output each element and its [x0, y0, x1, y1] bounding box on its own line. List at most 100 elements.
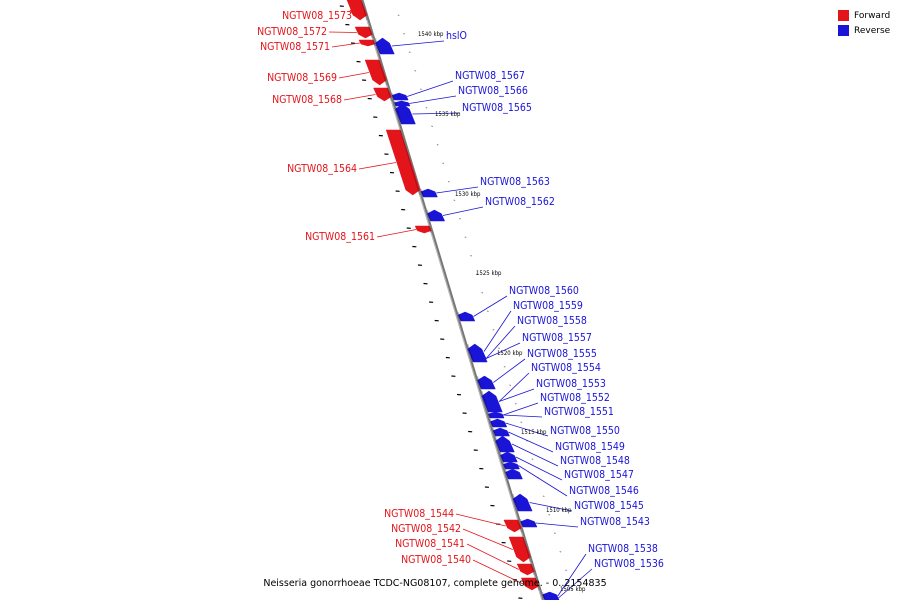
reverse-gene-label[interactable]: NGTW08_1550 — [550, 425, 620, 437]
gene-shading — [499, 451, 504, 463]
gene-shading — [492, 427, 497, 437]
forward-gene-feature[interactable] — [414, 225, 432, 234]
reverse-gene-label[interactable]: NGTW08_1559 — [513, 300, 583, 312]
reverse-gene-feature[interactable] — [470, 354, 488, 363]
reverse-gene-label[interactable]: NGTW08_1548 — [560, 455, 630, 467]
tick-mark — [470, 255, 473, 257]
gene-shading — [428, 225, 432, 234]
forward-gene-label[interactable]: NGTW08_1561 — [305, 231, 375, 243]
reverse-gene-label[interactable]: NGTW08_1555 — [527, 348, 597, 360]
reverse-gene-feature[interactable] — [487, 411, 505, 419]
forward-gene-label[interactable]: NGTW08_1544 — [384, 508, 454, 520]
reverse-gene-label[interactable]: NGTW08_1553 — [536, 378, 606, 390]
leader-line — [406, 80, 454, 97]
gene-shading — [543, 595, 546, 600]
tick-mark — [403, 33, 406, 35]
scale-label: 1525 kbp — [476, 270, 502, 277]
tick-mark — [425, 107, 428, 109]
reverse-gene-feature[interactable] — [520, 518, 538, 528]
reverse-gene-feature[interactable] — [503, 461, 520, 470]
reverse-gene-feature[interactable] — [543, 595, 560, 600]
reverse-gene-feature[interactable] — [505, 468, 523, 480]
reverse-gene-label[interactable]: NGTW08_1560 — [509, 285, 579, 297]
reverse-gene-label[interactable]: NGTW08_1558 — [517, 315, 587, 327]
reverse-gene-feature[interactable] — [375, 37, 395, 55]
reverse-gene-label[interactable]: NGTW08_1536 — [594, 558, 664, 570]
gene-shading — [502, 461, 506, 470]
forward-gene-label[interactable]: NGTW08_1573 — [282, 10, 352, 22]
leader-line — [503, 414, 543, 418]
scale-label: 1510 kbp — [546, 507, 572, 514]
leader-line — [557, 553, 587, 597]
reverse-gene-label[interactable]: NGTW08_1565 — [462, 102, 532, 114]
reverse-gene-label[interactable]: NGTW08_1562 — [485, 196, 555, 208]
forward-gene-label[interactable]: NGTW08_1541 — [395, 538, 465, 550]
reverse-gene-label[interactable]: NGTW08_1551 — [544, 406, 614, 418]
tick-mark — [542, 495, 545, 497]
reverse-gene-label[interactable]: NGTW08_1549 — [555, 441, 625, 453]
gene-shading — [476, 375, 482, 390]
tick-mark — [553, 532, 556, 534]
gene-shading — [393, 100, 397, 107]
reverse-gene-label[interactable]: NGTW08_1563 — [480, 176, 550, 188]
leader-line — [409, 95, 457, 104]
gene-shading — [512, 493, 519, 512]
forward-gene-label[interactable]: NGTW08_1571 — [260, 41, 330, 53]
reverse-gene-feature[interactable] — [477, 375, 496, 390]
forward-gene-feature[interactable] — [354, 26, 373, 39]
forward-gene-label[interactable]: NGTW08_1568 — [272, 94, 342, 106]
reverse-gene-label[interactable]: NGTW08_1543 — [580, 516, 650, 528]
leader-line — [535, 522, 579, 528]
reverse-gene-feature[interactable] — [427, 209, 446, 222]
leader-line — [343, 94, 376, 101]
forward-gene-feature[interactable] — [516, 563, 535, 576]
gene-shading — [368, 26, 373, 39]
leader-line — [498, 388, 535, 402]
tick-mark — [503, 366, 506, 368]
gene-shading — [495, 435, 501, 453]
forward-gene-label[interactable]: NGTW08_1572 — [257, 26, 327, 38]
forward-gene-feature[interactable] — [520, 577, 540, 591]
gene-features — [346, 0, 560, 600]
reverse-gene-label[interactable]: NGTW08_1547 — [564, 469, 634, 481]
reverse-gene-label[interactable]: hslO — [446, 30, 467, 42]
reverse-gene-label[interactable]: NGTW08_1567 — [455, 70, 525, 82]
reverse-gene-feature[interactable] — [490, 418, 508, 428]
forward-gene-label[interactable]: NGTW08_1569 — [267, 72, 337, 84]
tick-mark — [509, 384, 512, 386]
reverse-gene-label[interactable]: NGTW08_1546 — [569, 485, 639, 497]
reverse-gene-feature[interactable] — [395, 103, 416, 125]
reverse-gene-feature[interactable] — [391, 92, 409, 101]
reverse-gene-label[interactable]: NGTW08_1554 — [531, 362, 601, 374]
gene-shading — [505, 468, 509, 480]
forward-gene-feature[interactable] — [503, 519, 522, 533]
reverse-gene-feature[interactable] — [512, 493, 533, 512]
forward-gene-feature[interactable] — [364, 59, 387, 86]
forward-gene-label[interactable]: NGTW08_1564 — [287, 163, 357, 175]
reverse-gene-label[interactable]: NGTW08_1557 — [522, 332, 592, 344]
leader-line — [391, 40, 445, 47]
legend-reverse: Reverse — [838, 23, 890, 38]
forward-gene-feature[interactable] — [508, 536, 531, 563]
forward-gene-feature[interactable] — [373, 87, 392, 102]
reverse-gene-feature[interactable] — [457, 311, 476, 322]
reverse-gene-feature[interactable] — [420, 188, 438, 198]
reverse-gene-label[interactable]: NGTW08_1552 — [540, 392, 610, 404]
leader-line — [338, 72, 369, 79]
forward-gene-feature[interactable] — [358, 39, 376, 47]
gene-shading — [372, 39, 376, 47]
leader-line — [503, 402, 539, 416]
leader-line — [436, 186, 479, 194]
forward-gene-feature[interactable] — [385, 129, 421, 196]
forward-gene-label[interactable]: NGTW08_1542 — [391, 523, 461, 535]
forward-gene-label[interactable]: NGTW08_1540 — [401, 554, 471, 566]
gene-shading — [399, 129, 421, 196]
reverse-gene-label[interactable]: NGTW08_1538 — [588, 543, 658, 555]
tick-mark — [548, 514, 551, 516]
legend-reverse-label: Reverse — [854, 25, 891, 36]
leader-line — [515, 456, 563, 481]
leader-line — [518, 465, 568, 497]
reverse-gene-label[interactable]: NGTW08_1566 — [458, 85, 528, 97]
reverse-gene-label[interactable]: NGTW08_1545 — [574, 500, 644, 512]
